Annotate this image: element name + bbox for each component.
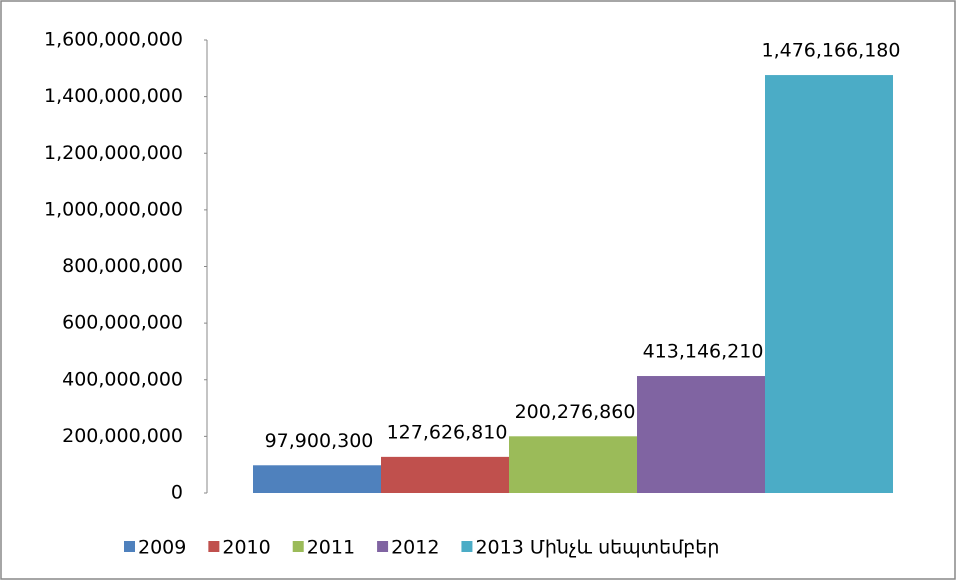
value-label: 127,626,810 [387,421,508,443]
y-tick-label: 800,000,000 [62,255,183,277]
legend-label: 2013 Մինչև սեպտեմբեր [475,537,719,559]
y-tick-label: 200,000,000 [62,425,183,447]
legend-swatch [461,541,473,552]
value-label: 97,900,300 [265,430,374,452]
bar [509,436,637,493]
legend-label: 2011 [307,537,355,559]
y-tick-label: 1,600,000,000 [44,29,183,51]
legend-label: 2010 [222,537,270,559]
y-tick-label: 600,000,000 [62,312,183,334]
legend-label: 2009 [138,537,186,559]
y-tick-label: 0 [171,482,183,504]
legend-swatch [208,541,220,552]
y-tick-label: 1,400,000,000 [44,85,183,107]
bar [765,75,893,493]
y-tick-label: 1,000,000,000 [44,198,183,220]
value-label: 413,146,210 [643,341,764,363]
bar [637,376,765,493]
bar [381,456,509,493]
bar [253,465,381,493]
legend-swatch [124,541,135,552]
value-label: 1,476,166,180 [761,40,900,62]
value-label: 200,276,860 [515,401,636,423]
y-tick-label: 1,200,000,000 [44,142,183,164]
y-tick-label: 400,000,000 [62,368,183,390]
legend-label: 2012 [391,537,439,559]
legend-swatch [292,541,304,552]
legend-swatch [377,541,389,552]
